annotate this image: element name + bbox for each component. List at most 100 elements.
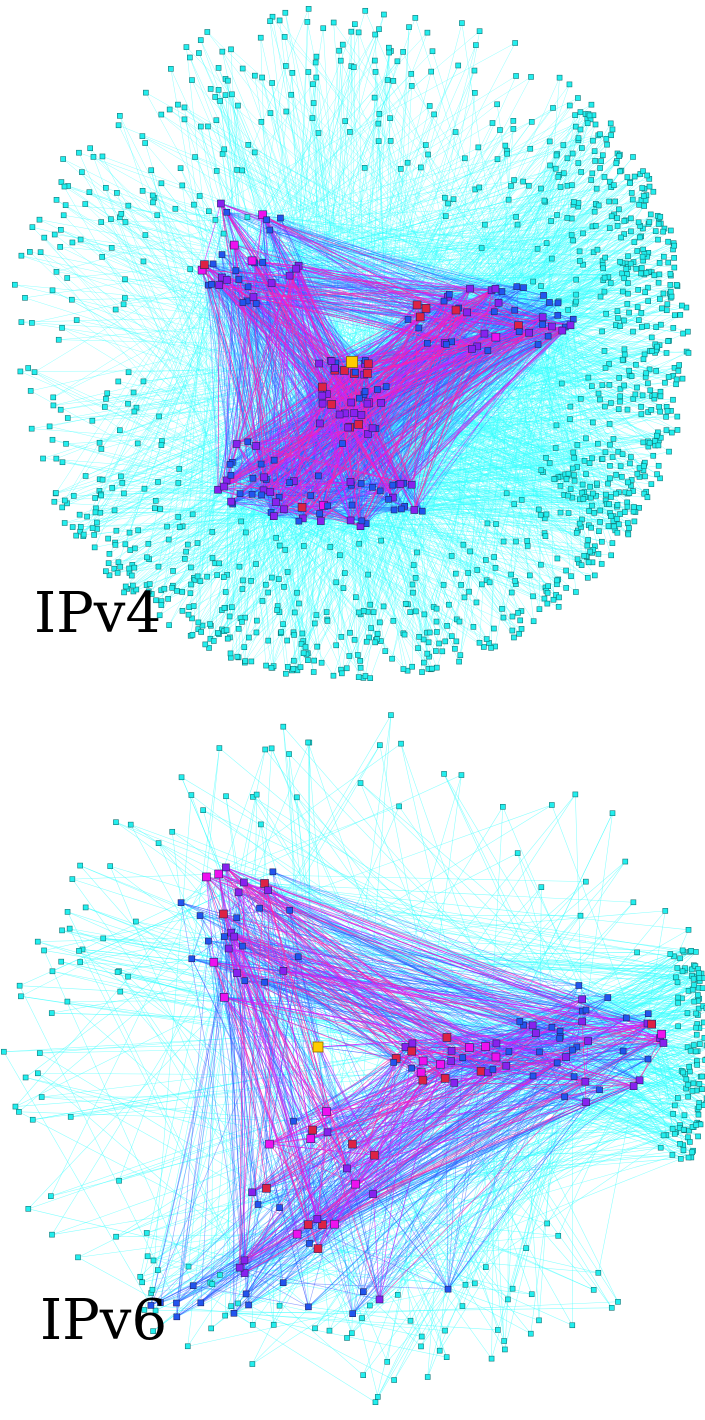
node-periphery xyxy=(548,218,554,224)
node-periphery xyxy=(431,111,437,118)
node-periphery xyxy=(528,74,534,80)
edge-periphery xyxy=(76,319,387,387)
node-periphery xyxy=(640,168,646,174)
node-periphery xyxy=(614,215,620,221)
edge-core xyxy=(201,270,264,491)
edge-periphery xyxy=(276,483,401,611)
node-periphery xyxy=(212,217,219,223)
node-periphery xyxy=(589,170,596,177)
node-periphery xyxy=(619,288,626,295)
node-periphery xyxy=(442,213,449,219)
edge-core xyxy=(392,330,563,498)
edge-periphery xyxy=(518,204,597,326)
node-periphery xyxy=(603,136,610,142)
node-periphery xyxy=(657,213,664,220)
node-periphery xyxy=(135,527,141,534)
edge-periphery xyxy=(523,204,640,288)
edge-periphery xyxy=(247,174,560,443)
edge-mid xyxy=(246,300,324,506)
node-periphery xyxy=(608,400,614,406)
edge-periphery xyxy=(367,92,476,374)
edge-periphery xyxy=(418,327,558,581)
node-periphery xyxy=(629,196,636,203)
edge-periphery xyxy=(273,515,417,612)
edge-periphery xyxy=(383,325,571,607)
edge-core xyxy=(293,374,365,482)
node-periphery xyxy=(579,481,586,488)
node-periphery xyxy=(199,622,206,629)
node-periphery xyxy=(606,225,613,231)
node-periphery xyxy=(638,265,645,271)
edge-core xyxy=(298,265,394,498)
edge-periphery xyxy=(252,209,619,262)
node-periphery xyxy=(572,123,579,130)
node-periphery xyxy=(625,520,631,526)
node-periphery xyxy=(296,600,302,607)
edge-periphery xyxy=(344,413,430,633)
edge-mid xyxy=(372,326,566,488)
node-periphery xyxy=(467,548,473,555)
edge-core xyxy=(339,346,478,415)
node-periphery xyxy=(472,90,478,96)
node-periphery xyxy=(283,108,290,115)
node-periphery xyxy=(638,270,644,277)
node-periphery xyxy=(662,379,668,386)
edge-periphery xyxy=(138,477,265,531)
node-periphery xyxy=(628,454,634,460)
node-periphery xyxy=(607,120,614,127)
edge-periphery xyxy=(267,335,549,593)
node-periphery xyxy=(570,449,577,456)
node-periphery xyxy=(219,48,226,55)
node-periphery xyxy=(631,239,638,245)
node-periphery xyxy=(616,521,622,528)
edge-core xyxy=(354,333,485,374)
node-periphery xyxy=(305,6,312,12)
node-periphery xyxy=(471,67,478,74)
edge-periphery xyxy=(125,219,267,223)
node-periphery xyxy=(674,413,681,420)
node-periphery xyxy=(300,543,307,549)
node-periphery xyxy=(594,480,600,487)
node-periphery xyxy=(668,293,675,300)
node-periphery xyxy=(553,422,560,429)
edge-core xyxy=(289,275,332,362)
node-periphery xyxy=(236,563,243,570)
edge-periphery xyxy=(234,225,618,246)
edge-periphery xyxy=(573,257,606,320)
edge-mid xyxy=(421,302,559,512)
node-periphery xyxy=(633,265,640,272)
edge-periphery xyxy=(224,149,457,311)
edge-periphery xyxy=(52,439,227,481)
edge-core xyxy=(319,423,394,498)
node-periphery xyxy=(476,184,483,191)
edge-core xyxy=(220,203,394,498)
edge-mid xyxy=(302,486,373,519)
node-periphery xyxy=(60,212,67,219)
node-periphery xyxy=(401,631,408,638)
node-periphery xyxy=(37,249,44,256)
edge-core xyxy=(364,363,413,485)
node-periphery xyxy=(108,245,115,251)
node-periphery xyxy=(108,216,114,222)
node-periphery xyxy=(175,480,182,486)
node-periphery xyxy=(665,374,672,380)
node-periphery xyxy=(313,74,320,81)
edge-core xyxy=(236,363,320,445)
node-periphery xyxy=(548,255,555,262)
node-periphery xyxy=(99,254,105,260)
edge-mid xyxy=(364,309,515,365)
node-periphery xyxy=(574,556,581,563)
node-periphery xyxy=(621,218,628,224)
node-periphery xyxy=(589,383,595,390)
node-periphery xyxy=(628,482,634,489)
node-periphery xyxy=(197,37,204,43)
edge-periphery xyxy=(298,521,342,637)
edge-core xyxy=(350,332,530,483)
node-periphery xyxy=(259,74,265,81)
node-periphery xyxy=(390,78,397,84)
edge-periphery xyxy=(78,152,227,481)
node-periphery xyxy=(664,301,671,308)
edge-periphery xyxy=(116,363,320,531)
node-periphery xyxy=(671,312,678,319)
node-periphery xyxy=(69,239,76,246)
